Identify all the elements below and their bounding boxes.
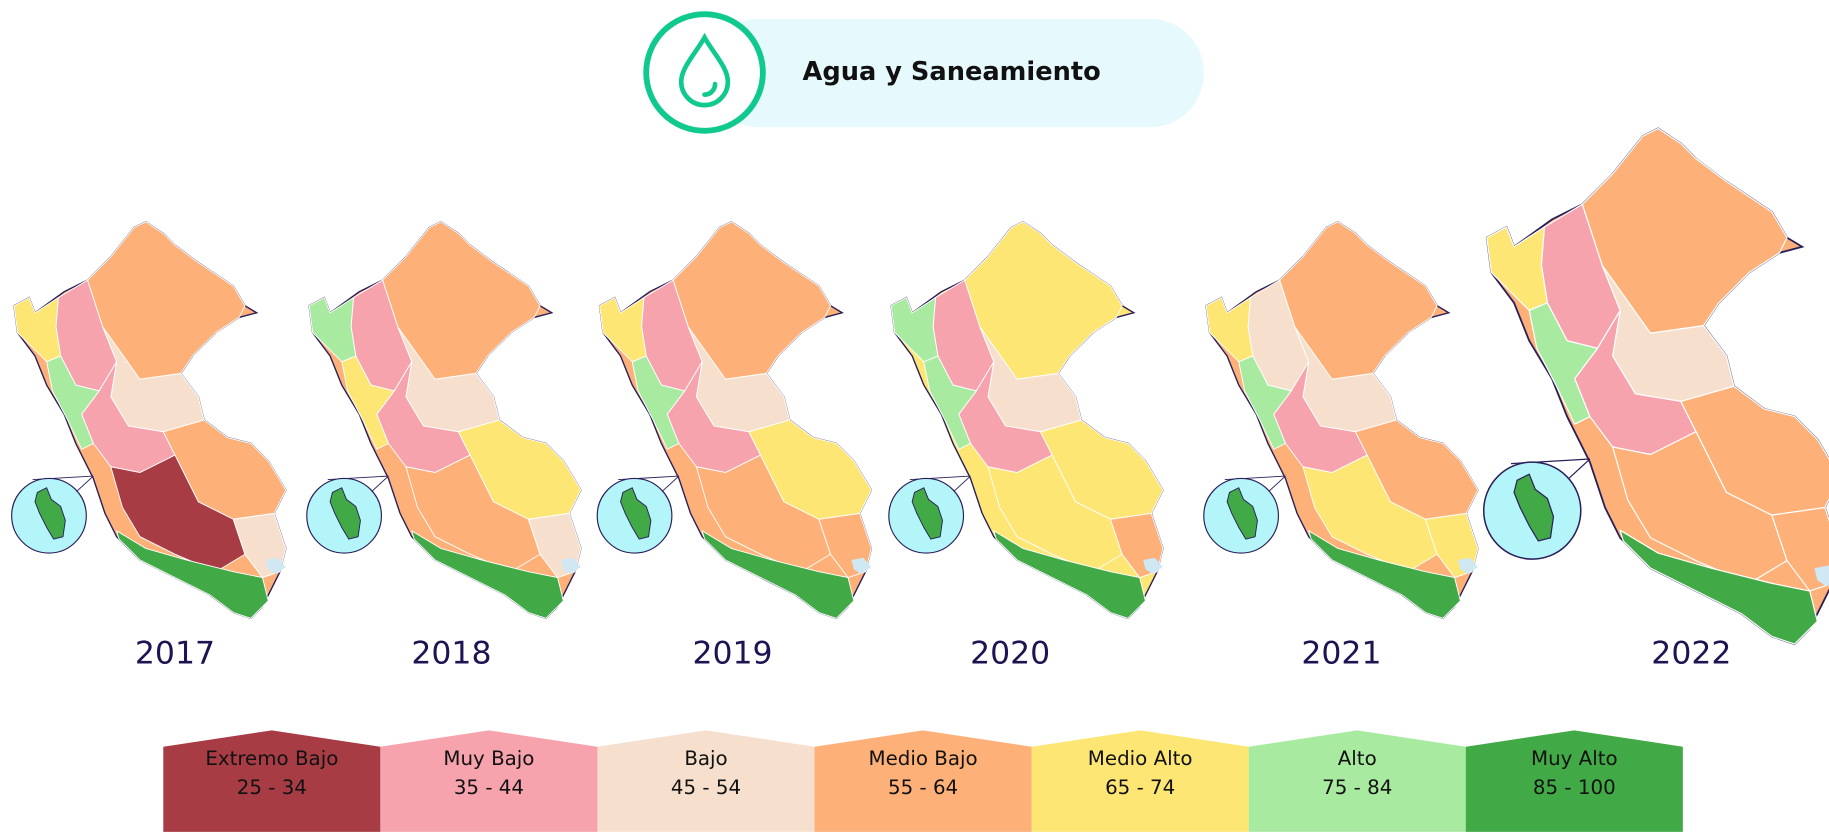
map-year: 2020 — [970, 636, 1050, 672]
map-year: 2019 — [692, 636, 772, 672]
map-year: 2022 — [1651, 636, 1731, 672]
legend-item: Bajo 45 - 54 — [597, 730, 815, 832]
legend-item: Alto 75 - 84 — [1248, 730, 1466, 832]
map: 2017 — [10, 221, 287, 672]
legend-item: Medio Bajo 55 - 64 — [814, 730, 1032, 832]
legend-item: Extremo Bajo 25 - 34 — [163, 730, 381, 832]
map-year: 2017 — [135, 636, 215, 672]
legend-label: Bajo — [684, 747, 727, 770]
header-pill — [704, 18, 1204, 128]
legend-swatch — [163, 730, 381, 832]
header: Agua y Saneamiento — [643, 11, 1204, 134]
legend: Extremo Bajo 25 - 34 Muy Bajo 35 - 44 Bajo 45… — [163, 730, 1683, 832]
legend-item: Muy Bajo 35 - 44 — [380, 730, 598, 832]
legend-range: 35 - 44 — [454, 776, 524, 799]
legend-swatch — [380, 730, 598, 832]
legend-label: Muy Bajo — [443, 747, 534, 770]
legend-range: 25 - 34 — [237, 776, 307, 799]
water-drop — [678, 32, 731, 108]
peru-map — [1203, 221, 1479, 620]
legend-range: 65 - 74 — [1105, 776, 1175, 799]
legend-swatch — [1031, 730, 1249, 832]
map: 2021 — [1203, 221, 1479, 672]
legend-swatch — [597, 730, 815, 832]
legend-range: 85 - 100 — [1533, 776, 1616, 799]
legend-label: Medio Bajo — [868, 747, 977, 770]
legend-item: Muy Alto 85 - 100 — [1465, 730, 1683, 832]
legend-label: Alto — [1338, 747, 1377, 770]
map: 2022 — [1482, 127, 1829, 672]
map-year: 2018 — [411, 636, 491, 672]
map: 2018 — [306, 221, 582, 672]
legend-label: Extremo Bajo — [205, 747, 338, 770]
peru-map — [596, 221, 873, 620]
legend-range: 45 - 54 — [671, 776, 741, 799]
map-year: 2021 — [1301, 636, 1381, 672]
legend-swatch — [1248, 730, 1466, 832]
map: 2019 — [596, 221, 873, 672]
legend-swatch — [1465, 730, 1683, 832]
peru-map — [1482, 127, 1829, 645]
legend-range: 55 - 64 — [888, 776, 958, 799]
peru-map — [10, 221, 287, 620]
peru-map — [888, 221, 1164, 620]
header-title: Agua y Saneamiento — [803, 57, 1101, 87]
legend-label: Muy Alto — [1531, 747, 1618, 770]
legend-label: Medio Alto — [1088, 747, 1193, 770]
map: 2020 — [888, 221, 1164, 672]
peru-map — [306, 221, 582, 620]
legend-swatch — [814, 730, 1032, 832]
maps: 2017 2018 2019 2020 2021 2022 — [10, 127, 1829, 672]
header-icon — [643, 11, 766, 134]
legend-item: Medio Alto 65 - 74 — [1031, 730, 1249, 832]
legend-range: 75 - 84 — [1322, 776, 1392, 799]
